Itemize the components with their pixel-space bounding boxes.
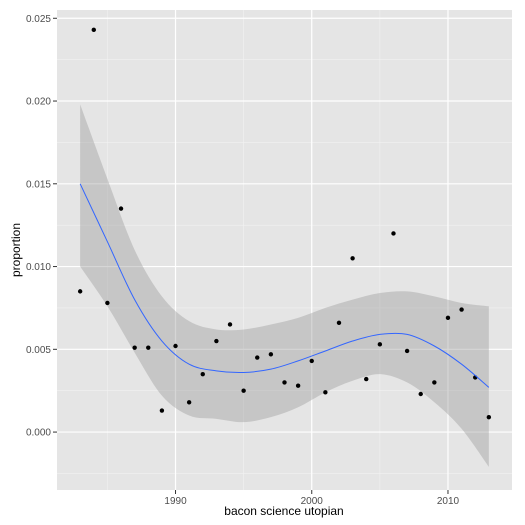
data-point-1984 xyxy=(91,27,96,33)
data-point-1992 xyxy=(200,371,205,377)
data-point-1987 xyxy=(132,345,137,350)
data-point-1996 xyxy=(255,355,260,360)
grid-major xyxy=(57,10,512,490)
plot-panel xyxy=(57,10,512,490)
data-point-1991 xyxy=(186,400,192,405)
x-axis-title: bacon science utopian xyxy=(224,504,343,518)
smooth-line xyxy=(79,183,490,388)
y-axis: 0.000 0.005 0.010 0.015 0.020 0.025 xyxy=(26,14,57,439)
data-point-1990 xyxy=(173,343,178,349)
y-tick-label: 0.020 xyxy=(26,97,51,108)
data-point-2006 xyxy=(391,231,396,236)
data-point-2011 xyxy=(459,307,464,312)
y-axis-title: proportion xyxy=(9,223,23,277)
data-point-1993 xyxy=(214,338,219,344)
y-tick-label: 0.010 xyxy=(26,262,51,273)
data-point-2004 xyxy=(364,376,369,382)
data-point-2000 xyxy=(309,358,314,364)
data-point-1998 xyxy=(282,380,287,385)
data-point-2002 xyxy=(336,320,342,326)
data-point-1988 xyxy=(146,345,151,350)
confidence-ribbon xyxy=(80,104,489,467)
data-point-2003 xyxy=(350,256,355,261)
data-point-2013 xyxy=(486,414,492,420)
y-tick-label: 0.005 xyxy=(26,345,51,356)
x-axis: 1990 2000 2010 xyxy=(164,490,460,507)
data-point-1985 xyxy=(105,300,110,306)
data-point-1995 xyxy=(241,388,246,393)
x-tick-label: 1990 xyxy=(164,496,187,507)
data-point-1989 xyxy=(159,408,165,413)
data-point-2007 xyxy=(404,348,410,354)
y-tick-label: 0.015 xyxy=(26,179,51,190)
data-point-2005 xyxy=(377,342,383,347)
data-points xyxy=(77,27,492,420)
data-point-1999 xyxy=(295,383,301,388)
data-point-1986 xyxy=(118,206,124,211)
data-point-2001 xyxy=(323,390,328,395)
y-tick-label: 0.000 xyxy=(26,428,51,439)
x-tick-label: 2010 xyxy=(437,496,460,507)
data-point-2009 xyxy=(432,380,437,385)
grid-minor xyxy=(57,10,512,490)
x-tick-label: 2000 xyxy=(301,496,324,507)
data-point-2010 xyxy=(445,315,451,321)
data-point-2008 xyxy=(418,391,423,397)
data-point-1994 xyxy=(227,322,233,327)
y-tick-label: 0.025 xyxy=(26,14,51,25)
data-point-1983 xyxy=(77,289,83,294)
data-point-1997 xyxy=(268,352,274,357)
